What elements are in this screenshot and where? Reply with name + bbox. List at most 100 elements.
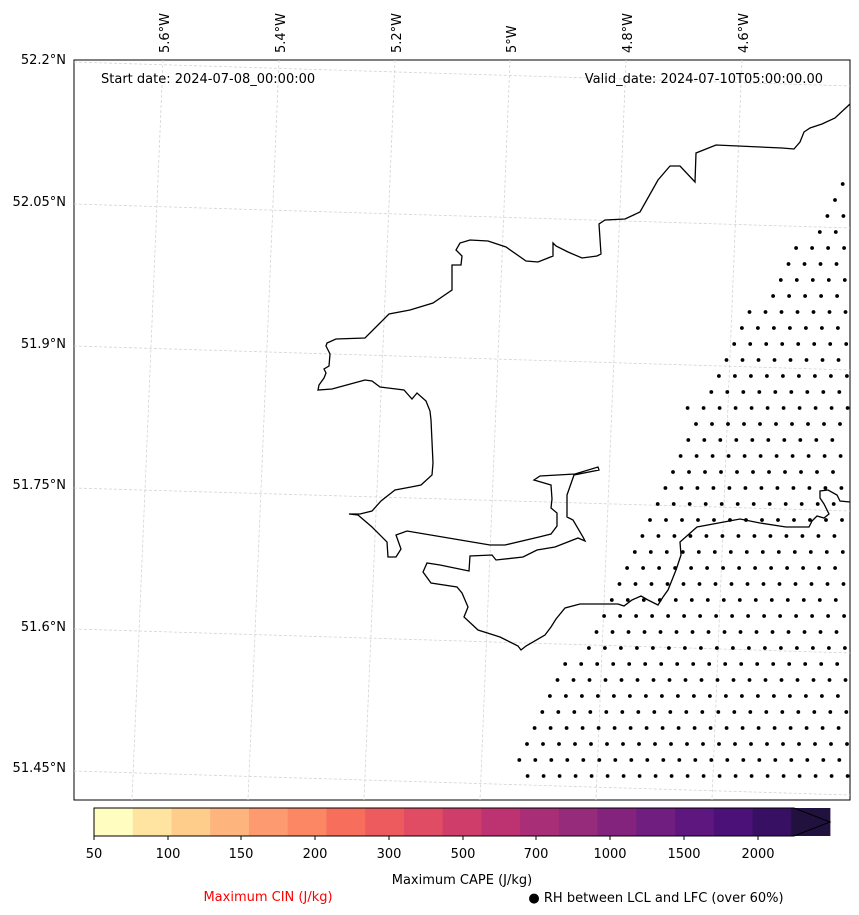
- rh-stipple-dot: [708, 726, 713, 730]
- rh-stipple-dot: [758, 454, 763, 458]
- rh-stipple-dot: [713, 582, 718, 586]
- rh-stipple-dot: [782, 438, 787, 442]
- rh-stipple-dot: [703, 470, 707, 474]
- rh-stipple-dot: [692, 694, 696, 698]
- rh-stipple-dot: [641, 566, 645, 570]
- rh-stipple-dot: [594, 630, 599, 634]
- valid-date: Valid_date: 2024-07-10T05:00:00.00: [585, 72, 823, 87]
- lon-gridline: [595, 59, 627, 801]
- rh-stipple-dot: [629, 758, 634, 762]
- rh-stipple-dot: [687, 470, 691, 474]
- rh-stipple-dot: [843, 310, 848, 314]
- rh-stipple-dot: [838, 422, 842, 426]
- rh-stipple-dot: [517, 758, 522, 762]
- rh-stipple-dot: [778, 278, 783, 282]
- rh-stipple-dot: [802, 262, 807, 266]
- rh-stipple-dot: [659, 662, 664, 666]
- colorbar-segment: [675, 808, 715, 836]
- lon-tick-label: 4.6°W: [737, 13, 752, 53]
- rh-stipple-dot: [740, 358, 745, 362]
- rh-stipple-dot: [650, 614, 654, 618]
- rh-stipple-dot: [840, 550, 845, 554]
- rh-stipple-dot: [533, 758, 538, 762]
- rh-stipple-dot: [795, 310, 800, 314]
- rh-stipple-dot: [677, 758, 682, 762]
- rh-stipple-dot: [628, 694, 632, 698]
- rh-stipple-dot: [750, 438, 755, 442]
- rh-stipple-dot: [619, 678, 624, 682]
- rh-stipple-dot: [745, 582, 750, 586]
- lon-gridline: [247, 59, 280, 801]
- rh-stipple-dot: [769, 598, 774, 602]
- rh-stipple-dot: [525, 774, 530, 778]
- rh-stipple-dot: [810, 278, 815, 282]
- rh-stipple-dot: [754, 630, 759, 634]
- rh-stipple-dot: [806, 454, 811, 458]
- rh-stipple-dot: [721, 598, 726, 602]
- rh-stipple-dot: [764, 710, 769, 714]
- rh-stipple-dot: [644, 694, 648, 698]
- rh-stipple-dot: [829, 742, 833, 746]
- colorbar-segment: [442, 808, 482, 836]
- rh-stipple-dot: [730, 614, 734, 618]
- rh-stipple-dot: [812, 342, 817, 346]
- rh-stipple-dot: [797, 774, 802, 778]
- rh-stipple-dot: [799, 502, 804, 506]
- rh-stipple-dot: [717, 742, 721, 746]
- rh-stipple-dot: [625, 566, 629, 570]
- rh-stipple-dot: [820, 358, 825, 362]
- rh-stipple-dot: [733, 774, 738, 778]
- rh-stipple-dot: [773, 758, 778, 762]
- rh-stipple-dot: [817, 230, 822, 234]
- rh-stipple-dot: [723, 662, 728, 666]
- rh-stipple-dot: [765, 406, 770, 410]
- rh-stipple-dot: [653, 742, 657, 746]
- lat-gridline: [73, 61, 851, 87]
- rh-stipple-dot: [804, 326, 808, 330]
- rh-stipple-dot: [810, 246, 814, 250]
- rh-stipple-dot: [792, 518, 796, 522]
- rh-stipple-dot: [708, 694, 712, 698]
- rh-stipple-dot: [821, 390, 826, 394]
- rh-stipple-dot: [596, 694, 600, 698]
- rh-stipple-dot: [801, 598, 806, 602]
- rh-stipple-dot: [541, 742, 545, 746]
- rh-stipple-dot: [839, 486, 844, 490]
- rh-stipple-dot: [725, 758, 730, 762]
- rh-stipple-dot: [532, 726, 537, 730]
- rh-stipple-dot: [610, 630, 615, 634]
- rh-stipple-dot: [734, 438, 739, 442]
- rh-stipple-dot: [780, 342, 785, 346]
- rh-stipple-dot: [701, 406, 706, 410]
- rh-stipple-dot: [724, 358, 729, 362]
- rh-stipple-dot: [807, 486, 812, 490]
- rh-stipple-dot: [648, 550, 653, 554]
- rh-stipple-dot: [636, 710, 641, 714]
- rh-stipple-dot: [793, 582, 798, 586]
- rh-stipple-dot: [684, 710, 689, 714]
- rh-stipple-dot: [738, 630, 743, 634]
- rh-stipple-dot: [541, 774, 546, 778]
- colorbar: 50 100 150 200 300 500 700 1000 1500 2000: [86, 807, 832, 862]
- rh-stipple-dot: [836, 726, 841, 730]
- rh-stipple-dot: [837, 390, 842, 394]
- rh-stipple-dot: [804, 358, 809, 362]
- colorbar-segment: [365, 808, 405, 836]
- colorbar-segment: [520, 808, 560, 836]
- colorbar-tick-label: 500: [451, 847, 476, 862]
- rh-stipple-dot: [655, 502, 660, 506]
- colorbar-segment: [752, 808, 792, 836]
- colorbar-segment: [94, 808, 134, 836]
- colorbar-tick-label: 100: [156, 847, 181, 862]
- rh-stipple-dot: [749, 374, 753, 378]
- rh-stipple-dot: [628, 726, 633, 730]
- rh-stipple-dot: [753, 598, 758, 602]
- rh-stipple-dot: [789, 390, 794, 394]
- rh-stipple-dot: [672, 534, 677, 538]
- rh-stipple-dot: [641, 598, 646, 602]
- rh-stipple-dot: [841, 214, 846, 218]
- rh-stipple-dot: [800, 534, 805, 538]
- rh-stipple-dot: [788, 326, 792, 330]
- colorbar-label: Maximum CAPE (J/kg): [392, 873, 532, 888]
- rh-stipple-dot: [815, 502, 820, 506]
